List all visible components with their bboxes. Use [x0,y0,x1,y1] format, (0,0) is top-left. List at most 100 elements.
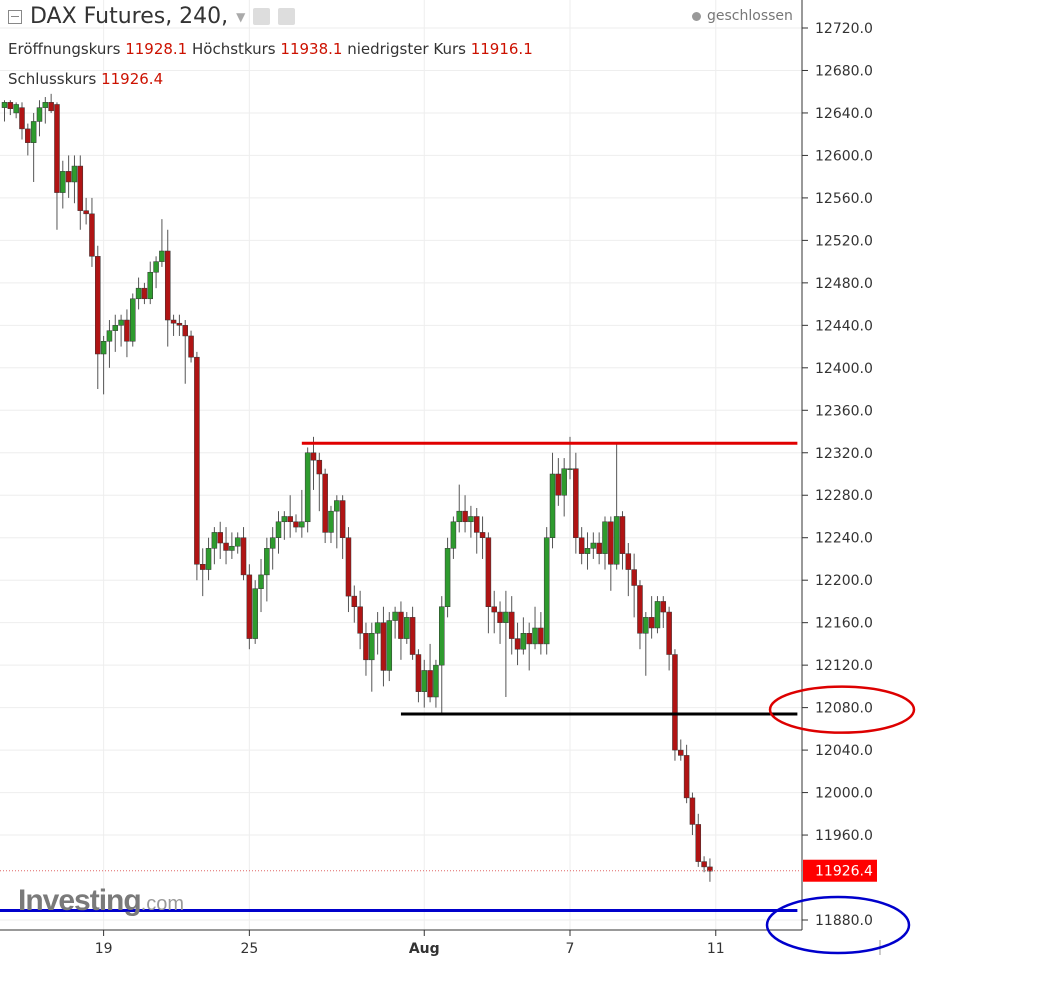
candle-down [625,553,632,570]
candle-up [433,664,439,698]
collapse-icon[interactable] [8,9,22,24]
candle-up [211,532,218,549]
candle-up [299,521,305,528]
candle-down [578,537,585,554]
candle-down [596,542,602,554]
candle-down [619,516,626,554]
candle-up [543,537,550,645]
candle-down [398,611,404,639]
candle-down [508,611,515,639]
candle-down [164,250,171,321]
y-tick-label: 12560.0 [815,191,873,207]
candle-up [118,319,124,326]
candle-up [613,516,620,565]
x-tick-label: 25 [240,941,258,957]
candle-up [456,510,462,523]
candle-up [643,617,649,634]
candle-down [95,256,101,355]
y-tick-label: 12720.0 [815,21,873,37]
close-value: 11926.4 [101,70,164,88]
candle-down [351,595,358,607]
chevron-down-icon[interactable]: ▼ [236,9,246,24]
high-label: Höchstkurs [192,40,276,58]
candle-up [549,473,556,538]
candle-up [369,633,375,661]
investing-logo: Investing.com [18,884,184,918]
candle-up [275,521,282,538]
x-tick-label: 19 [95,941,113,957]
candle-down [689,797,696,825]
candle-up [421,670,428,692]
candle-up [304,452,311,523]
candle-down [316,459,323,475]
candle-up [503,611,509,623]
y-tick-label: 12440.0 [815,318,873,334]
candle-down [363,633,369,661]
chart-title: DAX Futures, 240, [30,4,229,29]
visibility-icon[interactable] [253,8,271,25]
candle-down [176,322,183,326]
candle-down [637,585,643,634]
candle-down [48,102,54,112]
candle-down [666,611,672,655]
candle-down [672,654,678,751]
logo-brand: Investing [18,884,142,917]
candle-down [462,510,468,523]
current-price-tag [803,859,877,882]
candle-down [246,574,253,639]
candle-down [701,861,707,868]
candle-down [707,866,713,872]
candle-down [19,107,25,130]
y-tick-label: 12640.0 [815,106,873,122]
candle-up [153,261,159,273]
candle-down [141,287,148,300]
candle-up [100,341,107,355]
candle-up [520,633,527,650]
candle-up [334,500,340,512]
candle-down [217,532,223,544]
candle-up [135,287,142,300]
candle-down [89,213,95,257]
candle-down [77,165,84,211]
y-tick-label: 11960.0 [815,828,873,844]
candle-up [392,611,398,621]
candle-down [25,128,31,143]
annotation-circle [765,895,911,955]
candle-up [269,537,276,549]
x-tick-label: Aug [409,941,440,957]
candle-up [258,574,264,589]
candle-up [590,542,597,549]
y-tick-label: 12080.0 [815,701,873,717]
y-tick-label: 12240.0 [815,531,873,547]
status-dot-icon [692,11,701,21]
high-value: 11938.1 [280,40,343,58]
candle-down [514,638,521,650]
candle-down [293,521,299,528]
y-tick-label: 12040.0 [815,743,873,759]
candle-up [71,165,78,183]
candle-up [281,516,288,523]
y-tick-label: 12600.0 [815,148,873,164]
candle-down [678,749,684,756]
ohlc-row: Eröffnungskurs 11928.1 Höchstkurs 11938.… [8,40,533,58]
y-tick-label: 12200.0 [815,573,873,589]
status-text: geschlossen [707,8,793,24]
candle-up [205,548,212,570]
candle-down [631,569,637,586]
y-tick-label: 12480.0 [815,276,873,292]
y-tick-label: 11880.0 [815,913,873,929]
candle-down [65,171,72,183]
candle-up [468,516,474,523]
candle-up [386,620,393,671]
candle-up [328,510,334,533]
y-tick-label: 12120.0 [815,658,873,674]
y-tick-label: 12000.0 [815,786,873,802]
open-label: Eröffnungskurs [8,40,121,58]
candle-up [36,107,43,122]
gear-icon[interactable] [278,8,296,25]
candle-down [660,601,667,613]
candle-down [124,319,130,342]
candle-up [252,588,258,639]
candle-up [147,271,153,300]
